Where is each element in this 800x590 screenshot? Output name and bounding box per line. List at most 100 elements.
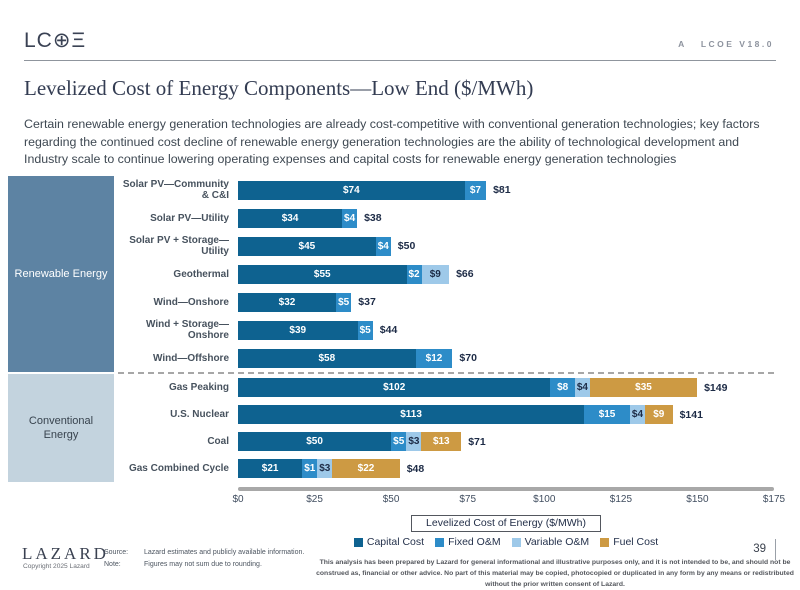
segment-value-label: $32 — [278, 296, 296, 308]
group-rows: Solar PV—Community & C&I $74 $7 $81 Solar PV… — [114, 176, 774, 372]
bar-segment-fixed-o-m: $12 — [415, 348, 453, 368]
disclaimer-text: This analysis has been prepared by Lazar… — [316, 559, 794, 588]
bar-segment-fixed-o-m: $5 — [357, 320, 373, 340]
source-label: Source: — [104, 549, 129, 556]
row-plot: $39 $5 $44 — [238, 320, 774, 340]
note-label: Note: — [104, 560, 121, 568]
segment-value-label: $5 — [359, 324, 371, 336]
category-label: Wind—Offshore — [152, 352, 229, 364]
bar-segment-fuel-cost: $22 — [332, 459, 400, 478]
total-value-label: $44 — [379, 324, 398, 336]
bar-segment-fuel-cost: $9 — [644, 405, 673, 424]
stacked-bar: $58 $12 — [238, 348, 453, 368]
page-title: Levelized Cost of Energy Components—Low … — [24, 76, 534, 100]
row-plot: $32 $5 $37 — [238, 292, 774, 312]
total-value-label: $38 — [364, 212, 382, 224]
bar-segment-fixed-o-m: $1 — [302, 459, 318, 478]
group-rows: Gas Peaking $102 $8 $4 $35 $149 U.S. Nuclear $1… — [114, 374, 774, 482]
bar-segment-fixed-o-m: $5 — [391, 432, 407, 451]
segment-value-label: $34 — [281, 212, 299, 224]
stacked-bar: $21 $1 $3 $22 — [238, 459, 400, 478]
row-plot: $74 $7 $81 — [238, 180, 774, 200]
x-tick-label: $150 — [686, 494, 709, 505]
bar-segment-capital-cost: $113 — [238, 405, 585, 424]
x-tick-label: $175 — [762, 494, 786, 505]
segment-value-label: $4 — [344, 212, 356, 224]
segment-value-label: $8 — [557, 382, 569, 393]
version-label-a: A — [678, 39, 687, 49]
bar-segment-fixed-o-m: $15 — [584, 405, 630, 424]
chart-row-coal: Coal $50 $5 $3 $13 $71 — [114, 428, 774, 455]
total-value-label: $50 — [397, 240, 416, 252]
category-label: Solar PV + Storage—Utility — [129, 235, 229, 257]
bar-segment-capital-cost: $55 — [238, 264, 407, 284]
segment-value-label: $45 — [298, 240, 316, 252]
group-conventional-energy: Conventional Energy Gas Peaking $102 $8 $4 $3… — [8, 374, 774, 482]
bar-segment-capital-cost: $58 — [238, 348, 416, 368]
chart-row-geothermal: Geothermal $55 $2 $9 $66 — [114, 260, 774, 288]
legend-item-fixed-o-m: Fixed O&M — [435, 536, 501, 548]
chart-row-gas-combined-cycle: Gas Combined Cycle $21 $1 $3 $22 $48 — [114, 455, 774, 482]
legend-swatch-icon — [600, 537, 610, 547]
bar-segment-fixed-o-m: $8 — [550, 378, 575, 397]
x-tick-label: $125 — [609, 494, 633, 505]
segment-value-label: $4 — [631, 409, 644, 420]
category-label: Geothermal — [173, 268, 229, 280]
x-axis-ticks: $0 $25 $50 $75 $100 $125 $150 $175 — [232, 494, 785, 509]
bar-segment-variable-o-m: $3 — [317, 459, 333, 478]
bar-segment-capital-cost: $34 — [238, 208, 343, 228]
chart-row-u-s-nuclear: U.S. Nuclear $113 $15 $4 $9 $141 — [114, 401, 774, 428]
bar-segment-capital-cost: $102 — [238, 378, 551, 397]
category-label: Wind—Onshore — [153, 296, 229, 308]
bar-segment-variable-o-m: $9 — [421, 264, 450, 284]
x-axis-title-wrap: Levelized Cost of Energy ($/MWh) — [238, 513, 774, 532]
x-axis-title: Levelized Cost of Energy ($/MWh) — [411, 515, 601, 532]
segment-value-label: $39 — [289, 324, 307, 336]
x-axis-line — [238, 487, 774, 491]
bar-segment-capital-cost: $50 — [238, 432, 392, 451]
version-label-text: LCOE V18.0 — [700, 39, 774, 49]
bar-segment-fuel-cost: $13 — [421, 432, 462, 451]
bar-segment-fixed-o-m: $7 — [464, 180, 487, 200]
total-value-label: $48 — [406, 462, 425, 475]
bar-segment-fuel-cost: $35 — [589, 378, 698, 397]
x-tick-label: $25 — [306, 494, 323, 505]
page-number-divider — [775, 539, 776, 560]
chart-groups: Renewable Energy Solar PV—Community & C&I… — [8, 176, 774, 482]
subtitle-text: Certain renewable energy generation tech… — [24, 117, 760, 167]
legend-label: Fuel Cost — [613, 536, 659, 548]
row-plot: $102 $8 $4 $35 $149 — [238, 378, 774, 397]
segment-value-label: $9 — [653, 409, 665, 420]
legend-item-fuel-cost: Fuel Cost — [600, 536, 658, 548]
chart-row-wind-offshore: Wind—Offshore $58 $12 $70 — [114, 344, 774, 372]
legend-item-capital-cost: Capital Cost — [353, 536, 424, 548]
stacked-bar: $39 $5 — [238, 320, 373, 340]
x-tick-label: $75 — [459, 494, 477, 505]
bar-segment-fixed-o-m: $4 — [342, 208, 358, 228]
stacked-bar: $32 $5 — [238, 292, 352, 312]
category-label: Wind + Storage—Onshore — [146, 319, 229, 341]
bar-segment-variable-o-m: $4 — [574, 378, 590, 397]
segment-value-label: $2 — [408, 268, 420, 280]
chart-legend: Capital Cost Fixed O&M Variable O&M Fuel Co… — [238, 536, 774, 548]
chart-row-solar-pv-community-c-i: Solar PV—Community & C&I $74 $7 $81 — [114, 176, 774, 204]
lcoe-logo: LC⊕Ξ — [24, 29, 87, 52]
segment-value-label: $50 — [306, 436, 323, 447]
bar-segment-fixed-o-m: $4 — [375, 236, 391, 256]
stacked-bar: $74 $7 — [238, 180, 487, 200]
segment-value-label: $4 — [576, 382, 588, 393]
group-label-renewable-energy: Renewable Energy — [8, 176, 114, 372]
renewable-conventional-separator — [118, 372, 774, 374]
segment-value-label: $113 — [400, 409, 422, 420]
group-label-conventional-energy: Conventional Energy — [8, 374, 114, 482]
page-number: 39 — [753, 543, 766, 555]
group-renewable-energy: Renewable Energy Solar PV—Community & C&I… — [8, 176, 774, 372]
total-value-label: $37 — [358, 296, 376, 308]
legend-label: Variable O&M — [524, 536, 590, 548]
category-label: Solar PV—Utility — [150, 212, 229, 224]
row-plot: $21 $1 $3 $22 $48 — [238, 459, 774, 478]
segment-value-label: $15 — [598, 409, 616, 420]
source-text: Lazard estimates and publicly available … — [144, 549, 305, 556]
legend-swatch-icon — [353, 537, 363, 547]
